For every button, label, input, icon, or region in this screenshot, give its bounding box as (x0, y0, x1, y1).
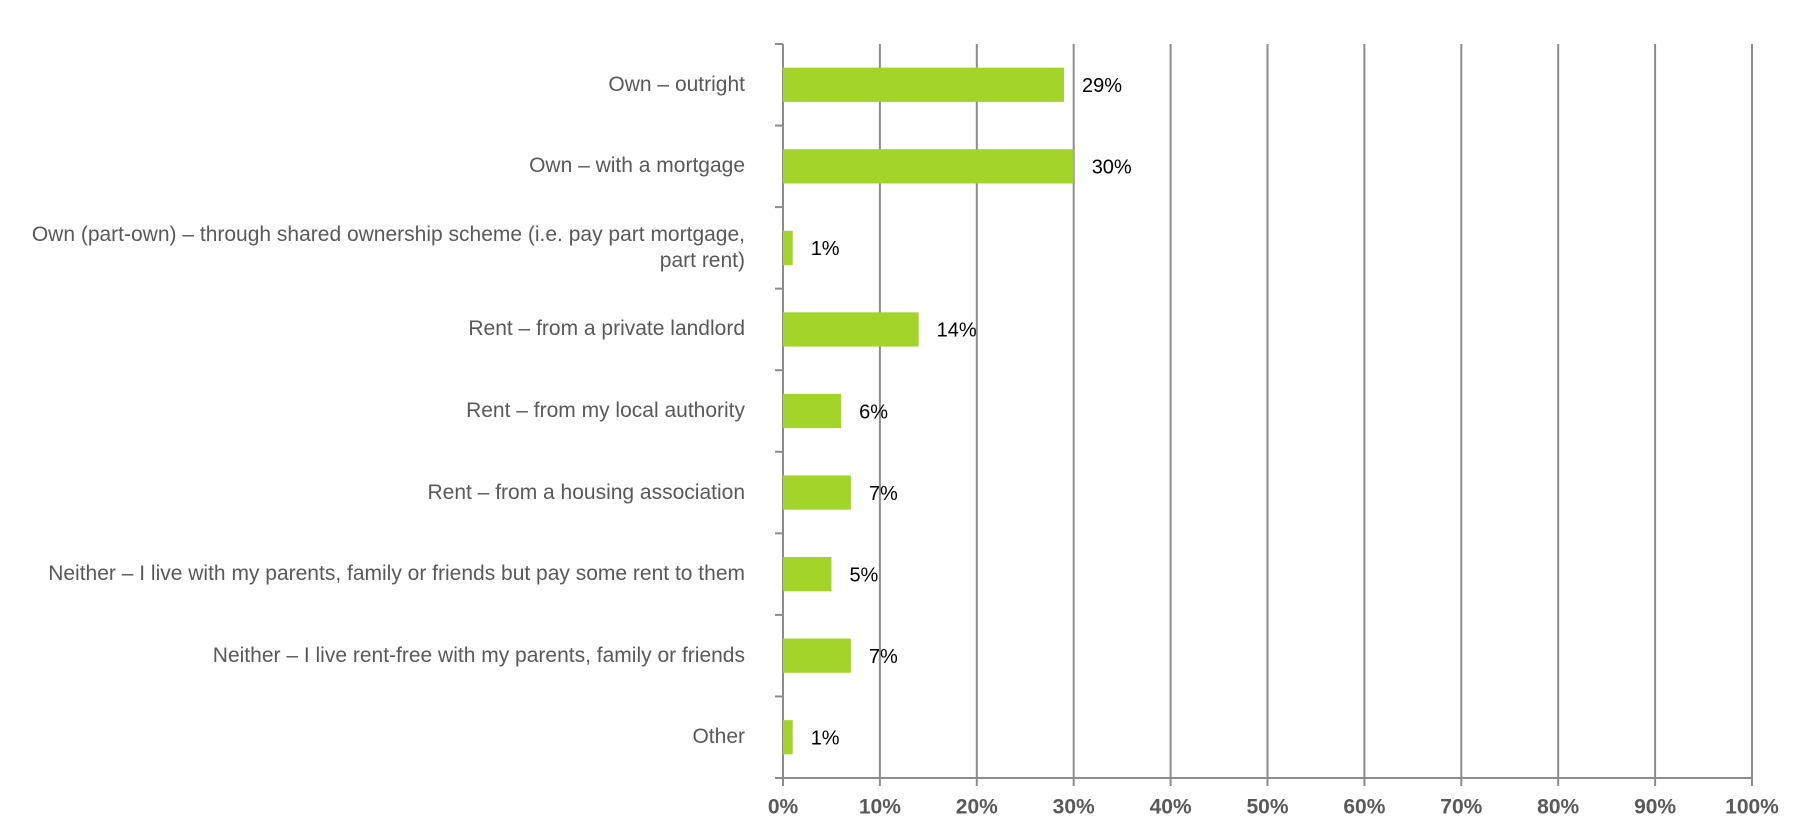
bar (783, 556, 832, 592)
y-tick-label: Own – with a mortgage (529, 154, 745, 178)
bar (783, 720, 793, 755)
x-tick-label: 100% (1725, 796, 1779, 819)
x-tick-label: 30% (1053, 796, 1095, 819)
data-label: 7% (869, 483, 898, 505)
bar (783, 230, 793, 266)
x-tick-label: 70% (1440, 796, 1482, 819)
x-tick-label: 20% (956, 796, 998, 819)
bar (783, 393, 842, 429)
data-label: 30% (1092, 157, 1132, 179)
data-label: 1% (811, 238, 840, 260)
y-tick-label: Rent – from a private landlord (468, 317, 745, 341)
bar (783, 312, 919, 347)
data-label: 6% (859, 401, 888, 423)
data-label: 14% (937, 320, 977, 342)
x-tick-label: 50% (1246, 796, 1288, 819)
x-tick-label: 60% (1343, 796, 1385, 819)
y-tick-label: Rent – from a housing association (427, 480, 745, 504)
y-tick-label: Neither – I live rent-free with my paren… (212, 643, 745, 667)
x-tick-label: 0% (768, 796, 799, 819)
x-tick-label: 80% (1537, 796, 1579, 819)
y-tick-label: Other (692, 725, 745, 749)
data-label: 5% (849, 564, 878, 586)
x-tick-label: 90% (1634, 796, 1676, 819)
data-label: 1% (811, 728, 840, 750)
x-tick-label: 10% (859, 796, 901, 819)
bar (783, 638, 851, 673)
y-tick-label: Rent – from my local authority (466, 399, 745, 422)
y-tick-label: Own (part-own) – through shared ownershi… (31, 222, 745, 272)
y-tick-label: Neither – I live with my parents, family… (48, 562, 745, 586)
x-tick-label: 40% (1150, 796, 1192, 819)
data-label: 7% (869, 646, 898, 668)
data-label: 29% (1082, 75, 1122, 97)
bar (783, 149, 1074, 184)
bar (783, 475, 851, 510)
bar (783, 67, 1065, 102)
y-tick-label: Own – outright (608, 72, 745, 96)
